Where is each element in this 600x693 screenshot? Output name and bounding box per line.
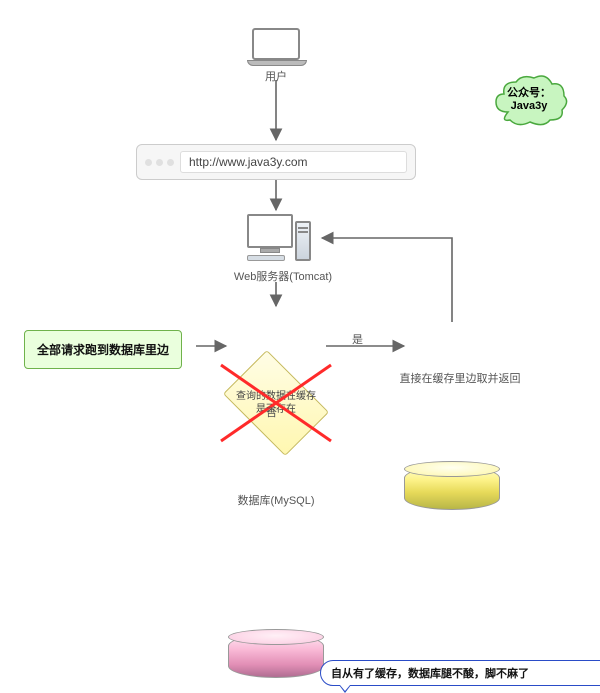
cache-cylinder-icon <box>404 466 500 510</box>
browser-url: http://www.java3y.com <box>180 151 407 173</box>
badge-line1: 公众号： <box>507 87 551 100</box>
callout-left: 全部请求跑到数据库里边 <box>24 330 182 369</box>
diagram-canvas: 公众号： Java3y 用户 http://www.java3y.co <box>0 0 600 508</box>
decision-node: 查询的数据在缓存 是否存在 <box>226 360 326 446</box>
db-caption: 数据库(MySQL) <box>224 492 328 508</box>
user-laptop-icon <box>247 28 305 66</box>
edge-no-label: 否 <box>266 404 277 420</box>
decision-text-1: 查询的数据在缓存 <box>236 391 316 402</box>
badge-cloud: 公众号： Java3y <box>488 72 570 128</box>
user-label: 用户 <box>258 68 294 84</box>
badge-line2: Java3y <box>511 100 548 113</box>
browser-bar: http://www.java3y.com <box>136 144 416 180</box>
db-speech-bubble: 自从有了缓存，数据库腿不酸，脚不麻了 <box>320 660 600 686</box>
server-computer-icon <box>244 214 314 261</box>
edge-yes-label: 是 <box>352 331 363 347</box>
cache-caption: 直接在缓存里边取并返回 <box>390 370 530 386</box>
browser-dots-icon <box>145 159 174 166</box>
server-label: Web服务器(Tomcat) <box>218 268 348 284</box>
db-cylinder-icon <box>228 634 324 678</box>
